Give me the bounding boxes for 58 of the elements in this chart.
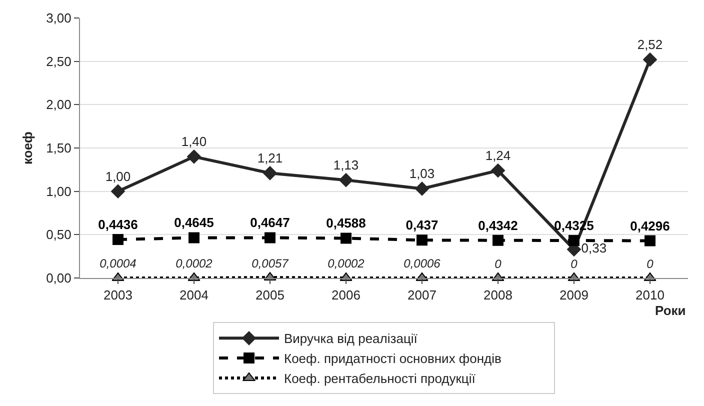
data-label: 0,4296 — [630, 218, 670, 234]
y-tick-label: 2,00 — [46, 97, 72, 112]
data-label: 0,0002 — [176, 256, 213, 271]
point — [112, 234, 124, 246]
point — [416, 234, 428, 246]
data-label: 0,4588 — [326, 216, 366, 231]
point — [643, 52, 657, 67]
x-tick-label: 2008 — [484, 288, 512, 303]
x-tick-label: 2010 — [636, 288, 664, 303]
data-label: 1,40 — [181, 134, 207, 150]
point — [339, 173, 353, 188]
data-label: 0 — [646, 256, 654, 271]
x-tick-label: 2003 — [104, 288, 132, 303]
legend-label: Виручка від реалізації — [284, 331, 418, 346]
point — [263, 166, 277, 180]
y-tick-label: 3,00 — [46, 10, 72, 26]
data-label: 0 — [494, 256, 502, 271]
data-label: 2,52 — [637, 37, 663, 52]
data-label: 1,00 — [105, 168, 131, 184]
data-label: 1,21 — [257, 150, 283, 166]
y-tick-label: 0,50 — [46, 227, 72, 242]
data-label: 0,4647 — [250, 215, 290, 230]
data-label: 0,4436 — [98, 217, 138, 232]
y-tick-label: 1,50 — [46, 140, 72, 156]
x-tick-label: 2006 — [332, 288, 360, 303]
point — [188, 232, 200, 244]
y-axis-title: коеф — [20, 132, 36, 164]
data-label: 0,0004 — [100, 256, 137, 271]
point — [568, 235, 580, 246]
data-label: 1,03 — [409, 166, 435, 182]
x-tick-label: 2009 — [560, 288, 588, 303]
y-tick-label: 2,50 — [46, 54, 72, 69]
data-label: 0,4645 — [174, 215, 214, 230]
data-label: 0,437 — [406, 218, 438, 233]
data-label: 0,0002 — [328, 256, 365, 271]
x-tick-label: 2007 — [408, 288, 436, 303]
data-label: 1,24 — [485, 148, 511, 164]
point — [491, 164, 505, 178]
data-label: 1,13 — [333, 158, 359, 173]
point — [111, 184, 125, 198]
data-label: 0 — [570, 256, 578, 271]
legend-label: Коеф. рентабельності продукції — [284, 371, 476, 386]
x-tick-label: 2005 — [256, 288, 284, 303]
data-label: 0,0006 — [404, 256, 441, 271]
data-label: 0,33 — [581, 240, 607, 256]
x-axis-title: Роки — [655, 303, 686, 318]
y-tick-label: 1,00 — [46, 184, 72, 199]
x-tick-label: 2004 — [180, 288, 208, 303]
point — [264, 232, 276, 244]
point — [187, 150, 201, 164]
point — [415, 182, 429, 196]
point — [492, 234, 504, 246]
data-label: 0,4342 — [478, 218, 518, 233]
point — [644, 235, 656, 246]
point — [340, 232, 352, 244]
legend-label: Коеф. придатності основних фондів — [284, 351, 502, 366]
y-tick-label: 0,00 — [46, 270, 72, 286]
data-label: 0,0057 — [252, 256, 290, 270]
